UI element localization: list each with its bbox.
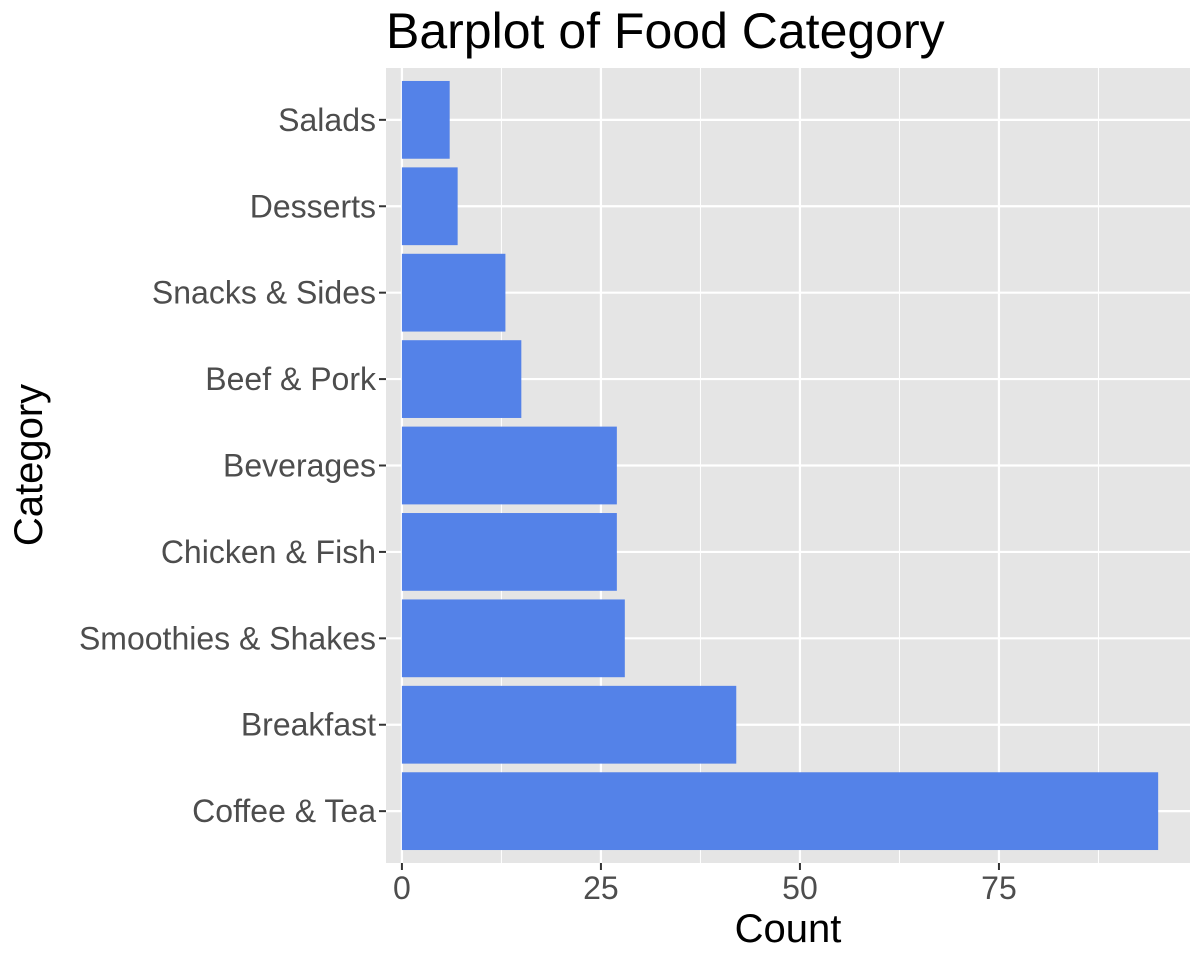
y-tick-label: Coffee & Tea: [192, 793, 376, 829]
bar: [401, 253, 506, 332]
x-axis-title: Count: [735, 907, 842, 951]
y-tick-label: Beverages: [223, 448, 376, 484]
y-tick-label: Desserts: [250, 188, 376, 224]
x-tick-label: 75: [981, 870, 1017, 906]
x-axis: 0 25 50 75: [393, 863, 1017, 906]
y-tick-label: Chicken & Fish: [161, 534, 376, 570]
bar: [401, 772, 1159, 851]
y-axis-title: Category: [7, 384, 51, 546]
x-tick-label: 25: [583, 870, 619, 906]
bar: [401, 167, 458, 246]
y-tick-label: Salads: [278, 102, 376, 138]
y-tick-label: Snacks & Sides: [152, 275, 376, 311]
bars: [401, 80, 1159, 851]
x-tick-label: 50: [782, 870, 818, 906]
bar: [401, 599, 625, 678]
bar: [401, 685, 737, 764]
bar: [401, 513, 617, 591]
y-tick-label: Breakfast: [241, 707, 376, 743]
bar: [401, 426, 617, 505]
chart-title: Barplot of Food Category: [386, 3, 945, 59]
x-tick-label: 0: [393, 870, 411, 906]
y-tick-label: Beef & Pork: [205, 361, 377, 397]
bar: [401, 80, 450, 159]
y-axis: Coffee & Tea Breakfast Smoothies & Shakes C…: [79, 102, 386, 829]
bar: [401, 340, 522, 418]
y-tick-label: Smoothies & Shakes: [79, 620, 376, 656]
